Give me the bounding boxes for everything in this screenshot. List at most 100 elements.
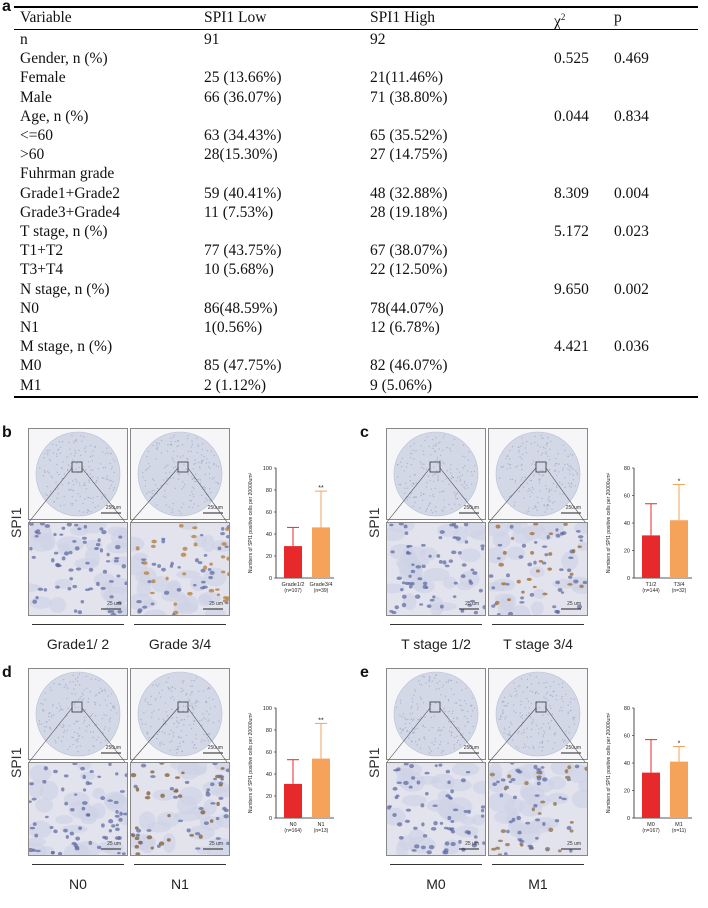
table-cell-p: 0.834	[614, 107, 649, 125]
table-cell-spi1-low: 77 (43.75%)	[204, 242, 282, 260]
table-cell-spi1-low: 1(0.56%)	[204, 319, 263, 336]
table-cell-chi2: 0.525	[554, 50, 589, 68]
y-tick-label: 60	[266, 750, 272, 756]
tissue-core-image: 250um	[130, 668, 230, 760]
table-cell-spi1-high: 28 (19.18%)	[370, 203, 448, 221]
y-tick-label: 60	[624, 494, 630, 500]
scale-bar-label: 250um	[463, 505, 479, 511]
panel-letter-d: d	[2, 664, 12, 681]
group-label: N1	[171, 876, 189, 892]
tissue-zoom-image: 25 um	[28, 522, 128, 616]
x-category-n: (n=11)	[672, 828, 687, 834]
scale-bar-label: 250um	[565, 505, 581, 511]
y-tick-label: 20	[266, 554, 272, 560]
scale-bar-label: 25 um	[209, 841, 223, 847]
tissue-core-image: 250um	[488, 428, 588, 520]
x-category-n: (n=32)	[672, 588, 687, 594]
y-tick-label: 0	[627, 816, 630, 822]
tissue-core-image: 250um	[130, 428, 230, 520]
scale-bar-label: 25 um	[107, 601, 121, 607]
significance-marker: *	[678, 741, 681, 748]
table-cell-chi2: 4.421	[554, 338, 589, 356]
zoom-connector-lines	[386, 467, 586, 523]
significance-marker: **	[318, 717, 324, 724]
table-cell-p: 0.004	[614, 184, 649, 202]
y-tick-label: 20	[266, 794, 272, 800]
group-underline	[134, 624, 226, 625]
significance-marker: **	[318, 485, 324, 492]
table-cell-variable: M stage, n (%)	[20, 338, 113, 356]
group-underline	[134, 864, 226, 865]
x-category-label: Grade3/4	[310, 582, 333, 588]
panel-d: d SPI1 250um 250um 25 um 25 um N0 N1 Numbers of …	[0, 664, 350, 908]
y-tick-label: 80	[266, 728, 272, 734]
table-cell-spi1-high: 9 (5.06%)	[370, 376, 432, 394]
zoom-connector-lines	[28, 467, 228, 523]
table-cell-variable: Grade3+Grade4	[20, 203, 120, 221]
bar-chart: Numbers of SPI1 positive cells per 20000…	[606, 706, 692, 834]
table-cell-variable: M0	[20, 357, 42, 375]
scale-bar-label: 250um	[207, 745, 223, 751]
group-label: M0	[426, 876, 446, 892]
header-p: p	[614, 9, 622, 26]
x-category-label: N0	[289, 822, 296, 828]
table-cell-spi1-high: 65 (35.52%)	[370, 127, 448, 144]
table-cell-chi2: 9.650	[554, 280, 589, 298]
zoom-connector-lines	[28, 707, 228, 763]
panel-c: c SPI1 250um 250um 25 um 25 um T stage 1/2 T st…	[358, 424, 708, 668]
table-cell-variable: Female	[20, 69, 66, 87]
y-tick-label: 100	[263, 706, 272, 712]
table-cell-spi1-low: 2 (1.12%)	[204, 376, 266, 394]
chart-ylabel: Numbers of SPI1 positive cells per 20000…	[606, 713, 612, 814]
y-tick-label: 40	[266, 532, 272, 538]
y-tick-label: 80	[266, 488, 272, 494]
y-tick-label: 20	[624, 549, 630, 555]
table-cell-p: 0.023	[614, 223, 649, 240]
table-cell-spi1-high: 12 (6.78%)	[370, 319, 440, 336]
table-cell-spi1-high: 27 (14.75%)	[370, 146, 448, 164]
x-category-label: N1	[317, 822, 324, 828]
x-category-n: (n=13)	[314, 828, 329, 834]
y-tick-label: 40	[624, 521, 630, 527]
y-tick-label: 40	[624, 761, 630, 767]
group-underline	[390, 864, 482, 865]
scale-bar-label: 250um	[207, 505, 223, 511]
table-cell-variable: <=60	[20, 127, 53, 144]
table-cell-spi1-high: 22 (12.50%)	[370, 261, 448, 279]
bar-chart: Numbers of SPI1 positive cells per 20000…	[248, 706, 334, 834]
table-cell-spi1-high: 67 (38.07%)	[370, 242, 448, 260]
group-label: T stage 1/2	[401, 636, 471, 652]
group-underline	[492, 864, 584, 865]
table-cell-spi1-high: 82 (46.07%)	[370, 357, 448, 375]
bar-0	[642, 535, 660, 578]
tissue-core-image: 250um	[386, 668, 486, 760]
x-category-label: T3/4	[673, 582, 684, 588]
chart-ylabel: Numbers of SPI1 positive cells per 20000…	[606, 473, 612, 574]
table-top-rule	[14, 6, 698, 8]
table-cell-variable: T3+T4	[20, 261, 64, 279]
table-cell-spi1-low: 25 (13.66%)	[204, 69, 282, 87]
table-cell-chi2: 8.309	[554, 184, 589, 202]
table-cell-spi1-high: 92	[370, 31, 386, 48]
tissue-zoom-image: 25 um	[386, 762, 486, 856]
x-category-n: (n=144)	[642, 588, 660, 594]
panel-e: e SPI1 250um 250um 25 um 25 um M0 M1 Numbers of …	[358, 664, 708, 908]
scale-bar-label: 25 um	[567, 601, 581, 607]
y-tick-label: 20	[624, 789, 630, 795]
chart-ylabel: Numbers of SPI1 positive cells per 20000…	[248, 713, 254, 814]
bar-chart: Numbers of SPI1 positive cells per 20000…	[248, 466, 334, 594]
scale-bar-label: 25 um	[465, 841, 479, 847]
table-cell-variable: M1	[20, 376, 42, 394]
tissue-core-image: 250um	[488, 668, 588, 760]
group-label: T stage 3/4	[503, 636, 573, 652]
header-spi1-low: SPI1 Low	[204, 9, 267, 26]
significance-marker: *	[678, 479, 681, 486]
bar-1	[670, 520, 688, 578]
table-cell-spi1-low: 59 (40.41%)	[204, 184, 282, 202]
bar-1	[670, 761, 688, 818]
table-cell-p: 0.002	[614, 280, 649, 298]
table-cell-spi1-high: 78(44.07%)	[370, 299, 444, 317]
y-tick-label: 60	[624, 734, 630, 740]
table-cell-chi2: 5.172	[554, 223, 589, 240]
y-tick-label: 100	[263, 466, 272, 472]
